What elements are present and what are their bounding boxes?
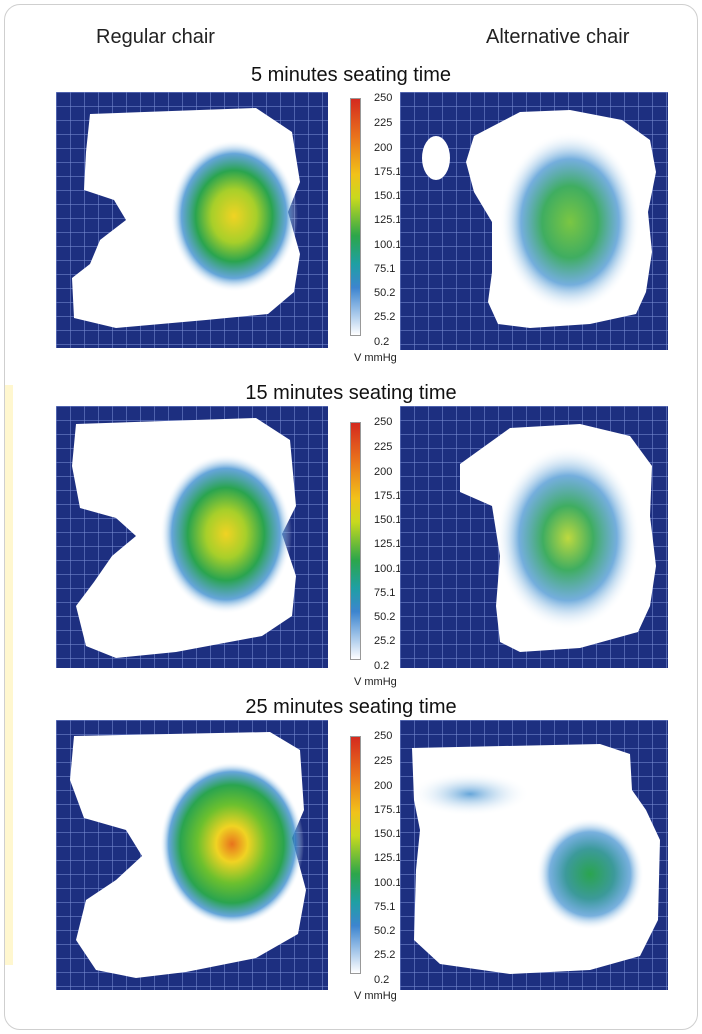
- heatmap-alternative-5min: [400, 92, 668, 350]
- pressure-zone-r2: [160, 454, 292, 614]
- scale-tick-label: 75.1: [374, 587, 396, 599]
- color-scale-bar: [350, 98, 361, 336]
- scale-tick-label: 50.2: [374, 925, 396, 937]
- scale-tick-label: 250: [374, 730, 393, 742]
- scale-tick-label: 75.1: [374, 263, 396, 275]
- heatmap-alternative-25min-svg: [410, 744, 660, 974]
- scale-tick-label: 175.1: [374, 490, 402, 502]
- heatmap-regular-25min-svg: [70, 732, 306, 978]
- column-header-regular: Regular chair: [96, 26, 215, 48]
- scale-tick-label: 150.1: [374, 514, 402, 526]
- color-scale-bar: [350, 422, 361, 660]
- pressure-zone-r3-alt: [536, 818, 644, 930]
- heatmap-alternative-15min: [400, 406, 668, 668]
- scale-tick-label: 150.1: [374, 828, 402, 840]
- scale-unit: V mmHg: [354, 676, 397, 688]
- heatmap-regular-15min-svg: [72, 418, 296, 658]
- scale-tick-label: 0.2: [374, 974, 390, 986]
- pressure-zone-r3-alt-secondary: [410, 772, 530, 816]
- heatmap-regular-25min: [56, 720, 328, 990]
- heatmap-alternative-5min-svg: [422, 110, 656, 328]
- scale-tick-label: 100.1: [374, 239, 402, 251]
- scale-tick-label: 225: [374, 755, 393, 767]
- pressure-zone-r1: [170, 140, 298, 292]
- scale-tick-label: 125.1: [374, 214, 402, 226]
- heatmap-regular-15min: [56, 406, 328, 668]
- row-title-25min: 25 minutes seating time: [245, 696, 457, 718]
- scale-tick-label: 125.1: [374, 852, 402, 864]
- scale-tick-label: 25.2: [374, 311, 396, 323]
- scale-tick-label: 25.2: [374, 949, 396, 961]
- scale-tick-label: 125.1: [374, 538, 402, 550]
- scale-tick-label: 75.1: [374, 901, 396, 913]
- row-title-15min: 15 minutes seating time: [245, 382, 457, 404]
- scale-tick-label: 50.2: [374, 611, 396, 623]
- heatmap-regular-5min-svg: [72, 108, 300, 328]
- column-header-alternative: Alternative chair: [486, 26, 630, 48]
- scale-tick-label: 0.2: [374, 660, 390, 672]
- heatmap-regular-5min: [56, 92, 328, 348]
- scale-tick-label: 175.1: [374, 804, 402, 816]
- scale-tick-label: 200: [374, 466, 393, 478]
- scale-tick-label: 250: [374, 92, 393, 104]
- color-scale-5min: 250 225 200 175.1 150.1 125.1 100.1 75.1…: [350, 92, 460, 364]
- scale-tick-label: 100.1: [374, 877, 402, 889]
- scale-tick-label: 25.2: [374, 635, 396, 647]
- pressure-zone-r2-alt: [496, 446, 640, 630]
- color-scale-bar: [350, 736, 361, 974]
- scale-tick-label: 225: [374, 441, 393, 453]
- scale-tick-label: 250: [374, 416, 393, 428]
- scale-tick-label: 200: [374, 142, 393, 154]
- scale-tick-label: 200: [374, 780, 393, 792]
- scale-tick-label: 225: [374, 117, 393, 129]
- color-scale-15min: 250 225 200 175.1 150.1 125.1 100.1 75.1…: [350, 416, 460, 688]
- scale-tick-label: 150.1: [374, 190, 402, 202]
- scale-tick-label: 0.2: [374, 336, 390, 348]
- scale-tick-label: 100.1: [374, 563, 402, 575]
- heatmap-alternative-15min-svg: [460, 424, 656, 652]
- scale-tick-label: 175.1: [374, 166, 402, 178]
- heatmap-alternative-25min: [400, 720, 668, 990]
- color-scale-25min: 250 225 200 175.1 150.1 125.1 100.1 75.1…: [350, 730, 460, 1002]
- row-title-5min: 5 minutes seating time: [250, 64, 452, 86]
- scale-unit: V mmHg: [354, 990, 397, 1002]
- pressure-zone-r1-alt: [500, 132, 640, 312]
- side-accent: [5, 385, 13, 965]
- scale-tick-label: 50.2: [374, 287, 396, 299]
- scale-unit: V mmHg: [354, 352, 397, 364]
- pressure-zone-r3: [160, 762, 304, 926]
- contact-area-r1-small: [422, 136, 450, 180]
